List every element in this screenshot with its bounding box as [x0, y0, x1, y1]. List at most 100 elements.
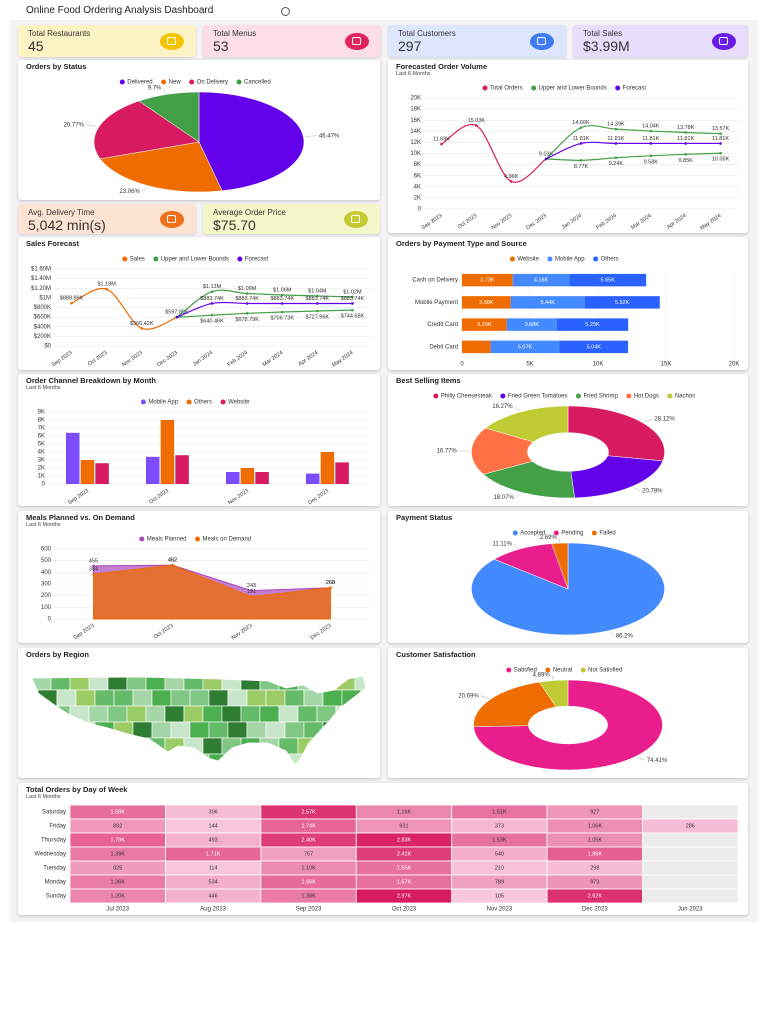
chart-subtitle: Last 6 Months	[26, 522, 61, 528]
kpi-card: Avg. Delivery Time 5,042 min(s)	[18, 204, 196, 234]
kpi-icon	[160, 32, 184, 50]
data-label: 13.78K	[677, 125, 695, 131]
state-region	[145, 676, 166, 691]
legend: Accepted Pending Failed	[512, 530, 616, 537]
state-region	[341, 689, 362, 707]
legend-item: Total Orders	[482, 85, 523, 92]
state-region	[183, 676, 204, 691]
data-label: 9.03K	[539, 151, 554, 157]
data-label: 3.29K	[477, 322, 492, 328]
data-label: $1.04M	[308, 288, 327, 294]
y-tick-label: 500	[41, 558, 52, 564]
data-label: 5.52K	[615, 300, 630, 306]
y-tick-label: Sunday	[46, 894, 66, 900]
kpi-value: $3.99M	[583, 38, 630, 54]
kpi-value: 297	[398, 38, 422, 54]
cell-label: 373	[495, 823, 504, 829]
point	[105, 287, 108, 291]
x-tick-label: Sep 2023	[51, 350, 74, 368]
chart-title: Orders by Payment Type and Source	[396, 239, 527, 248]
state-region	[170, 689, 191, 707]
state-region	[164, 705, 185, 723]
x-tick-label: Nov 2023	[227, 488, 250, 506]
point	[614, 142, 618, 145]
state-region	[88, 705, 109, 723]
legend-item: Failed	[591, 530, 616, 537]
state-region	[164, 676, 185, 691]
slice-label: 11.11%	[492, 541, 512, 547]
chart-title: Sales Forecast	[26, 239, 79, 248]
empty-cell	[642, 846, 739, 862]
y-tick-label: $1.60M	[31, 267, 51, 273]
point	[351, 295, 354, 299]
legend-swatch	[186, 399, 192, 405]
cell-label: 1.55K	[397, 865, 412, 871]
empty-cell	[642, 832, 739, 848]
kpi-value: 45	[28, 38, 44, 54]
data-label: 268	[326, 580, 335, 586]
y-tick-label: $200K	[34, 334, 51, 340]
kpi-icon	[712, 32, 736, 50]
bar	[226, 472, 240, 484]
x-tick-label: Sep 2023	[73, 623, 96, 641]
x-tick-label: Nov 2023	[490, 213, 513, 231]
point	[92, 564, 95, 568]
info-icon[interactable]	[281, 7, 290, 16]
cell-label: 2.57K	[301, 809, 316, 815]
state-region	[56, 689, 77, 707]
y-tick-label: $800K	[34, 305, 51, 311]
chart: Sales Forecast Sales Upper and Lower Bound…	[26, 239, 370, 369]
y-tick-label: 200	[41, 593, 52, 599]
chart-subtitle: Last 6 Months	[26, 385, 61, 391]
data-label: $888.89K	[60, 296, 84, 302]
legend-label: Others	[601, 257, 619, 263]
state-region	[189, 721, 210, 739]
bar	[146, 456, 160, 484]
label-leader	[644, 418, 653, 423]
legend: Sales Upper and Lower Bounds Forecast	[122, 256, 269, 263]
y-tick-label: $400K	[34, 324, 51, 330]
state-region	[37, 753, 58, 765]
state-region	[259, 737, 280, 755]
cell-label: 298	[590, 865, 599, 871]
state-region	[94, 753, 115, 765]
kpi-icon	[530, 32, 554, 50]
chart-subtitle: Last 6 Months	[396, 71, 431, 77]
legend-item: Forecast	[615, 85, 646, 92]
kpi-label: Avg. Delivery Time	[28, 208, 95, 217]
y-tick-label: Saturday	[42, 810, 66, 816]
bar	[66, 432, 80, 484]
legend-label: Cancelled	[244, 80, 271, 86]
legend-item: Mobile App	[140, 399, 179, 406]
state-region	[246, 753, 267, 765]
legend-item: Hot Dogs	[626, 393, 659, 400]
y-tick-label: 14K	[410, 129, 421, 135]
chart-card: Best Selling Items Philly Cheesesteak Frie…	[388, 374, 748, 506]
legend-swatch	[593, 256, 599, 262]
x-tick-label: 20K	[729, 362, 740, 368]
line	[545, 141, 721, 160]
legend-item: On Delivery	[189, 79, 228, 86]
legend-item: Website	[220, 399, 250, 406]
y-tick-label: 0	[418, 207, 422, 213]
state-region	[284, 753, 305, 765]
slice-label: 86.2%	[616, 634, 634, 640]
legend-label: Website	[228, 400, 250, 406]
x-tick-label: Jan 2024	[561, 213, 583, 231]
bar	[320, 452, 335, 484]
donut-slice	[538, 679, 569, 708]
legend-swatch	[545, 667, 551, 673]
line	[545, 125, 721, 160]
cell-label: 1.16K	[397, 809, 412, 815]
point	[171, 563, 174, 567]
legend-item: Others	[593, 256, 619, 263]
data-label: 455	[89, 558, 98, 564]
cell-label: 931	[399, 823, 408, 829]
kpi-card: Average Order Price $75.70	[203, 204, 380, 234]
kpi-icon	[345, 32, 369, 50]
cell-label: 105	[495, 893, 504, 899]
x-tick-label: Oct 2023	[392, 907, 417, 913]
data-label: 4.16K	[534, 278, 549, 284]
